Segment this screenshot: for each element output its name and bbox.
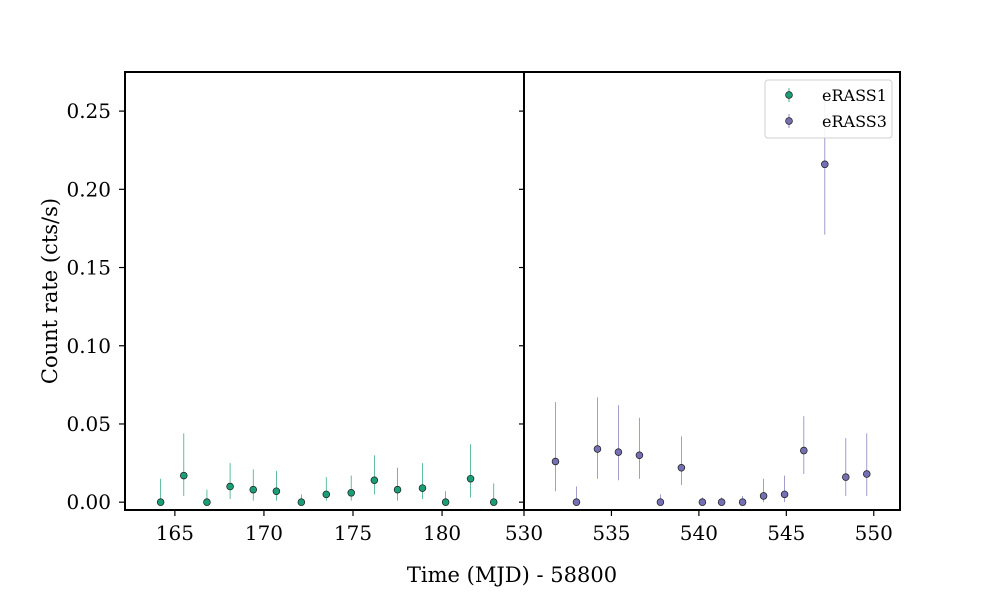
data-point bbox=[635, 451, 644, 460]
x-tick-label: 530 bbox=[505, 521, 543, 545]
data-point bbox=[759, 492, 768, 500]
data-point bbox=[272, 487, 281, 495]
data-point bbox=[347, 489, 355, 497]
series-eRASS3 bbox=[551, 98, 871, 506]
data-point bbox=[180, 471, 188, 480]
legend-label: eRASS3 bbox=[822, 112, 887, 131]
data-point bbox=[441, 498, 450, 506]
data-point bbox=[203, 498, 211, 506]
data-point bbox=[821, 160, 829, 169]
x-tick-label: 545 bbox=[767, 521, 805, 545]
data-point bbox=[863, 470, 871, 478]
y-axis-title: Count rate (cts/s) bbox=[38, 198, 62, 384]
data-point bbox=[780, 490, 789, 499]
legend-box bbox=[764, 79, 893, 139]
data-point bbox=[322, 490, 331, 499]
legend-marker bbox=[785, 117, 793, 125]
data-point bbox=[717, 498, 726, 506]
legend-label: eRASS1 bbox=[822, 86, 887, 105]
y-tick-label: 0.05 bbox=[66, 412, 111, 436]
legend-marker bbox=[785, 91, 793, 99]
panel-frame bbox=[523, 71, 901, 511]
data-point bbox=[614, 448, 623, 456]
x-tick-label: 535 bbox=[592, 521, 630, 545]
data-point bbox=[249, 485, 258, 494]
data-point bbox=[297, 498, 306, 506]
data-point bbox=[677, 464, 686, 472]
data-point bbox=[466, 474, 475, 483]
data-point bbox=[842, 473, 850, 481]
data-point bbox=[551, 457, 560, 466]
y-tick-label: 0.20 bbox=[66, 177, 111, 201]
panel-frame bbox=[124, 71, 525, 511]
data-point bbox=[572, 498, 581, 506]
y-tick-label: 0.15 bbox=[66, 256, 111, 280]
data-point bbox=[489, 498, 498, 506]
data-point bbox=[226, 482, 234, 491]
data-point bbox=[656, 498, 665, 506]
y-tick-label: 0.10 bbox=[66, 334, 111, 358]
data-point bbox=[393, 485, 402, 494]
series-eRASS1 bbox=[156, 433, 498, 506]
data-point bbox=[738, 498, 747, 506]
x-tick-label: 540 bbox=[680, 521, 718, 545]
data-point bbox=[800, 446, 808, 455]
x-tick-label: 550 bbox=[855, 521, 893, 545]
data-point bbox=[370, 476, 379, 485]
data-point bbox=[418, 484, 427, 492]
x-tick-label: 165 bbox=[156, 521, 194, 545]
y-tick-label: 0.25 bbox=[66, 99, 111, 123]
y-tick-label: 0.00 bbox=[66, 490, 111, 514]
x-axis-title: Time (MJD) - 58800 bbox=[407, 563, 617, 587]
x-tick-label: 170 bbox=[245, 521, 283, 545]
data-point bbox=[698, 498, 707, 506]
x-tick-label: 180 bbox=[423, 521, 461, 545]
data-point bbox=[156, 498, 165, 506]
data-point bbox=[593, 445, 602, 453]
x-tick-label: 175 bbox=[334, 521, 372, 545]
